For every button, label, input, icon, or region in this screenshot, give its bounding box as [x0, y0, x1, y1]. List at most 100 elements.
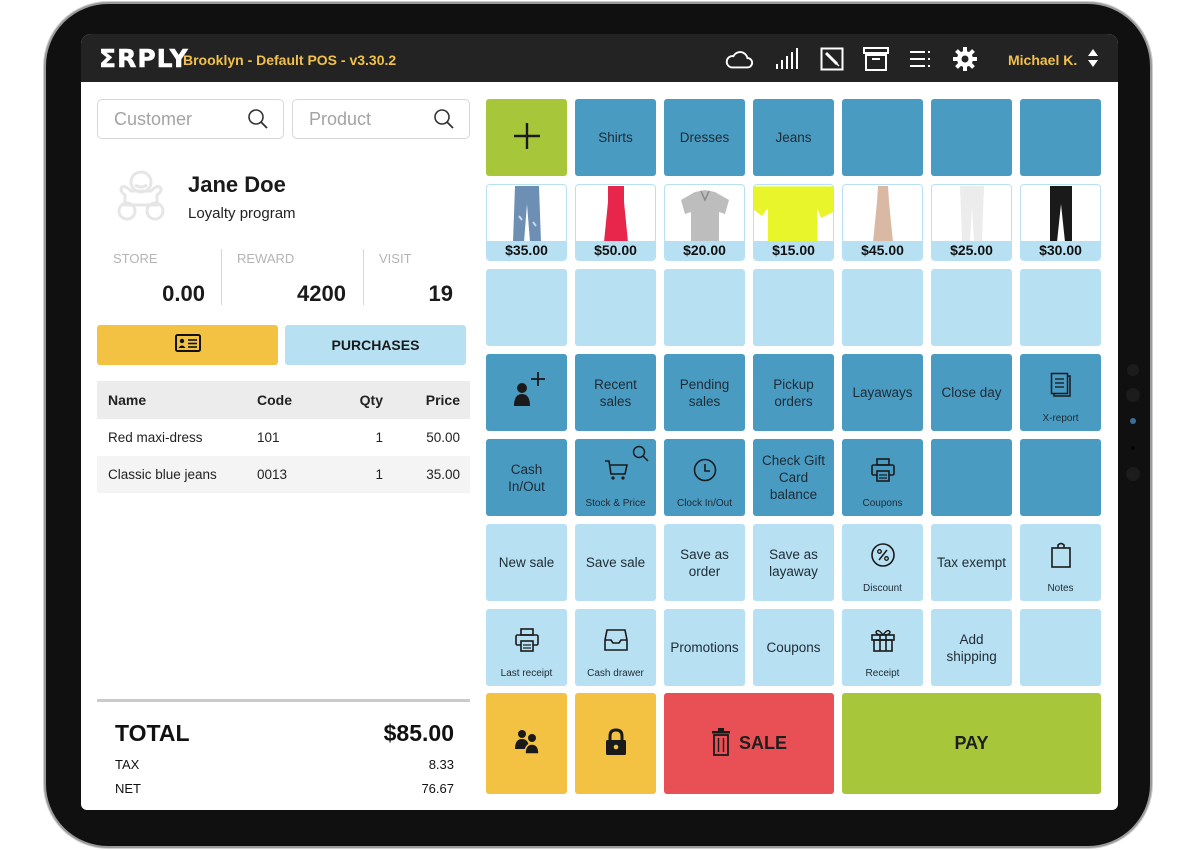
empty-slot[interactable]: [1020, 269, 1101, 346]
product-price: $15.00: [754, 241, 833, 260]
id-card-icon: [174, 333, 201, 357]
customers-button[interactable]: [486, 693, 567, 794]
divider: [363, 249, 364, 305]
tile-label: Pickup orders: [773, 376, 814, 409]
empty-slot[interactable]: [664, 269, 745, 346]
pay-button[interactable]: PAY: [842, 693, 1101, 794]
clock-in-out-button[interactable]: Clock In/Out: [664, 439, 745, 516]
category-empty[interactable]: [1020, 99, 1101, 176]
product-beige-dress[interactable]: $45.00: [842, 184, 923, 261]
close-day-button[interactable]: Close day: [931, 354, 1012, 431]
cloud-icon[interactable]: [724, 46, 754, 72]
gear-icon[interactable]: [950, 46, 980, 72]
last-receipt-button[interactable]: Last receipt: [486, 609, 567, 686]
item-name: Red maxi-dress: [108, 430, 203, 445]
search-icon: [632, 445, 650, 467]
category-empty[interactable]: [931, 99, 1012, 176]
add-category-button[interactable]: [486, 99, 567, 176]
stat-value: 0.00: [162, 281, 205, 306]
coupons-button[interactable]: Coupons: [753, 609, 834, 686]
layaways-button[interactable]: Layaways: [842, 354, 923, 431]
cash-in-out-button[interactable]: Cash In/Out: [486, 439, 567, 516]
pending-sales-button[interactable]: Pending sales: [664, 354, 745, 431]
discount-button[interactable]: Discount: [842, 524, 923, 601]
tile-label: Discount: [863, 583, 902, 594]
empty-slot[interactable]: [753, 269, 834, 346]
empty-slot[interactable]: [575, 269, 656, 346]
empty-slot[interactable]: [842, 269, 923, 346]
product-price: $20.00: [665, 241, 744, 260]
signal-icon[interactable]: [773, 46, 803, 72]
product-search[interactable]: [292, 99, 470, 139]
empty-slot[interactable]: [486, 269, 567, 346]
product-distressed-jeans[interactable]: $35.00: [486, 184, 567, 261]
empty-slot[interactable]: [931, 269, 1012, 346]
save-as-layaway-button[interactable]: Save as layaway: [753, 524, 834, 601]
col-price: Price: [425, 392, 460, 408]
product-price: $50.00: [576, 241, 655, 260]
empty-slot[interactable]: [1020, 439, 1101, 516]
x-report-button[interactable]: X-report: [1020, 354, 1101, 431]
save-as-order-button[interactable]: Save as order: [664, 524, 745, 601]
cart-row[interactable]: Red maxi-dress 101 1 50.00: [97, 419, 470, 456]
jeans-image-icon: [487, 185, 566, 242]
new-sale-button[interactable]: New sale: [486, 524, 567, 601]
customer-search[interactable]: [97, 99, 284, 139]
save-sale-button[interactable]: Save sale: [575, 524, 656, 601]
product-price: $35.00: [487, 241, 566, 260]
category-empty[interactable]: [842, 99, 923, 176]
user-switch-icon[interactable]: [1087, 48, 1099, 73]
empty-slot[interactable]: [931, 439, 1012, 516]
stat-label: STORE: [113, 251, 158, 266]
add-shipping-button[interactable]: Add shipping: [931, 609, 1012, 686]
stock-price-button[interactable]: Stock & Price: [575, 439, 656, 516]
customer-program: Loyalty program: [188, 205, 296, 222]
category-jeans[interactable]: Jeans: [753, 99, 834, 176]
category-dresses[interactable]: Dresses: [664, 99, 745, 176]
tile-label: Recent sales: [594, 376, 637, 409]
product-search-input[interactable]: [309, 108, 453, 130]
tile-label: Receipt: [865, 668, 900, 679]
check-gift-card-button[interactable]: Check Gift Card balance: [753, 439, 834, 516]
tax-exempt-button[interactable]: Tax exempt: [931, 524, 1012, 601]
customer-name[interactable]: Jane Doe: [188, 172, 286, 197]
clock-icon: [692, 457, 718, 487]
add-customer-button[interactable]: [486, 354, 567, 431]
gift-receipt-button[interactable]: Receipt: [842, 609, 923, 686]
product-black-pants[interactable]: $30.00: [1020, 184, 1101, 261]
notes-button[interactable]: Notes: [1020, 524, 1101, 601]
product-yellow-tee[interactable]: $15.00: [753, 184, 834, 261]
user-name[interactable]: Michael K.: [1008, 52, 1078, 68]
camera-indicator: [1130, 418, 1136, 424]
lock-button[interactable]: [575, 693, 656, 794]
delete-sale-button[interactable]: SALE: [664, 693, 834, 794]
net-label: NET: [115, 781, 141, 796]
customer-search-input[interactable]: [114, 108, 267, 130]
empty-slot[interactable]: [1020, 609, 1101, 686]
purchases-button[interactable]: PURCHASES: [285, 325, 466, 365]
edit-icon[interactable]: [817, 46, 847, 72]
tile-label: Coupons: [862, 498, 903, 509]
item-code: 101: [257, 430, 280, 445]
search-icon[interactable]: [433, 108, 455, 135]
stat-value: 4200: [297, 281, 346, 306]
left-panel: Jane Doe Loyalty program STORE 0.00 REWA…: [97, 99, 470, 810]
product-grey-polo[interactable]: $20.00: [664, 184, 745, 261]
cash-drawer-button[interactable]: Cash drawer: [575, 609, 656, 686]
list-icon[interactable]: [906, 46, 936, 72]
pants-image-icon: [1021, 185, 1100, 242]
recent-sales-button[interactable]: Recent sales: [575, 354, 656, 431]
promotions-button[interactable]: Promotions: [664, 609, 745, 686]
pickup-orders-button[interactable]: Pickup orders: [753, 354, 834, 431]
customer-card-button[interactable]: [97, 325, 278, 365]
category-shirts[interactable]: Shirts: [575, 99, 656, 176]
tshirt-image-icon: [754, 185, 833, 242]
search-icon[interactable]: [247, 108, 269, 135]
net-value: 76.67: [421, 781, 454, 796]
add-customer-icon: [502, 366, 552, 420]
archive-icon[interactable]: [861, 46, 891, 72]
coupons-print-button[interactable]: Coupons: [842, 439, 923, 516]
cart-row[interactable]: Classic blue jeans 0013 1 35.00: [97, 456, 470, 493]
product-white-pants[interactable]: $25.00: [931, 184, 1012, 261]
product-red-maxi-dress[interactable]: $50.00: [575, 184, 656, 261]
